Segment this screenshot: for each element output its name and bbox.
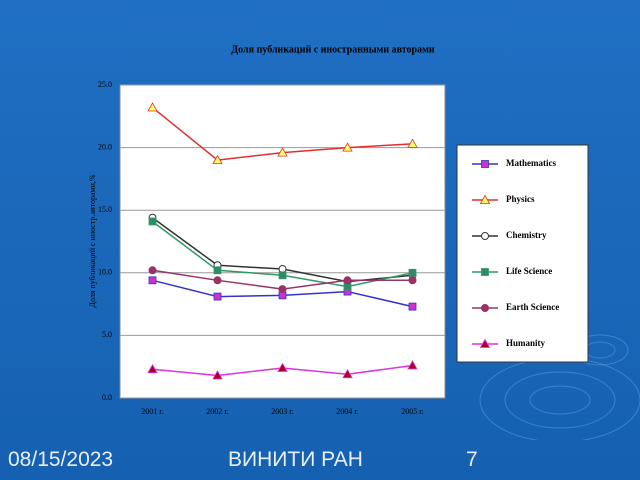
legend-marker	[479, 338, 491, 348]
data-point	[147, 102, 158, 112]
legend-label: Humanity	[506, 338, 546, 348]
x-tick-label: 2003 г.	[271, 407, 293, 416]
legend-box	[456, 144, 589, 363]
data-point	[408, 302, 417, 311]
x-tick-label: 2002 г.	[206, 407, 228, 416]
legend-marker	[481, 232, 489, 240]
x-tick-label: 2004 г.	[336, 407, 358, 416]
legend-marker	[481, 304, 489, 312]
footer-date: 08/15/2023	[8, 448, 114, 471]
data-point	[148, 276, 157, 285]
data-point	[277, 362, 288, 372]
data-point	[407, 360, 418, 370]
data-point	[213, 276, 222, 285]
y-tick-label: 15.0	[98, 205, 112, 214]
data-point	[147, 363, 158, 374]
data-point	[408, 268, 417, 277]
legend-label: Mathematics	[506, 158, 556, 168]
data-point	[342, 142, 353, 152]
legend-marker	[479, 194, 491, 204]
data-point	[148, 266, 157, 275]
y-axis-label: Доля публикаций с иностр.авторами,%	[88, 174, 97, 307]
chart-title: Доля публикаций с иностранными авторами	[231, 44, 435, 55]
data-point	[277, 147, 288, 157]
data-point	[407, 138, 418, 148]
y-tick-label: 5.0	[102, 330, 112, 339]
legend-marker	[481, 268, 489, 276]
data-point	[342, 368, 353, 379]
footer-org: ВИНИТИ РАН	[228, 448, 363, 471]
legend-label: Physics	[506, 194, 535, 204]
data-point	[213, 266, 222, 275]
data-point	[278, 285, 287, 294]
data-point	[148, 217, 157, 226]
x-tick-label: 2001 г.	[141, 407, 163, 416]
data-point	[213, 292, 222, 301]
legend-label: Earth Science	[506, 302, 559, 312]
data-point	[212, 370, 223, 380]
data-point	[212, 154, 223, 165]
footer-page: 7	[466, 448, 478, 471]
data-point	[343, 276, 352, 285]
legend-marker	[481, 160, 489, 168]
y-tick-label: 10.0	[98, 268, 112, 277]
chart: Доля публикаций с иностранными авторами …	[88, 44, 640, 440]
x-tick-label: 2005 г.	[401, 407, 423, 416]
plot-area	[119, 84, 446, 399]
data-point	[408, 276, 417, 285]
legend-label: Chemistry	[506, 230, 547, 240]
y-tick-label: 20.0	[98, 142, 112, 151]
y-tick-label: 25.0	[98, 80, 112, 89]
y-tick-label: 0.0	[102, 393, 112, 402]
legend-label: Life Science	[506, 266, 552, 276]
data-point	[278, 271, 287, 280]
